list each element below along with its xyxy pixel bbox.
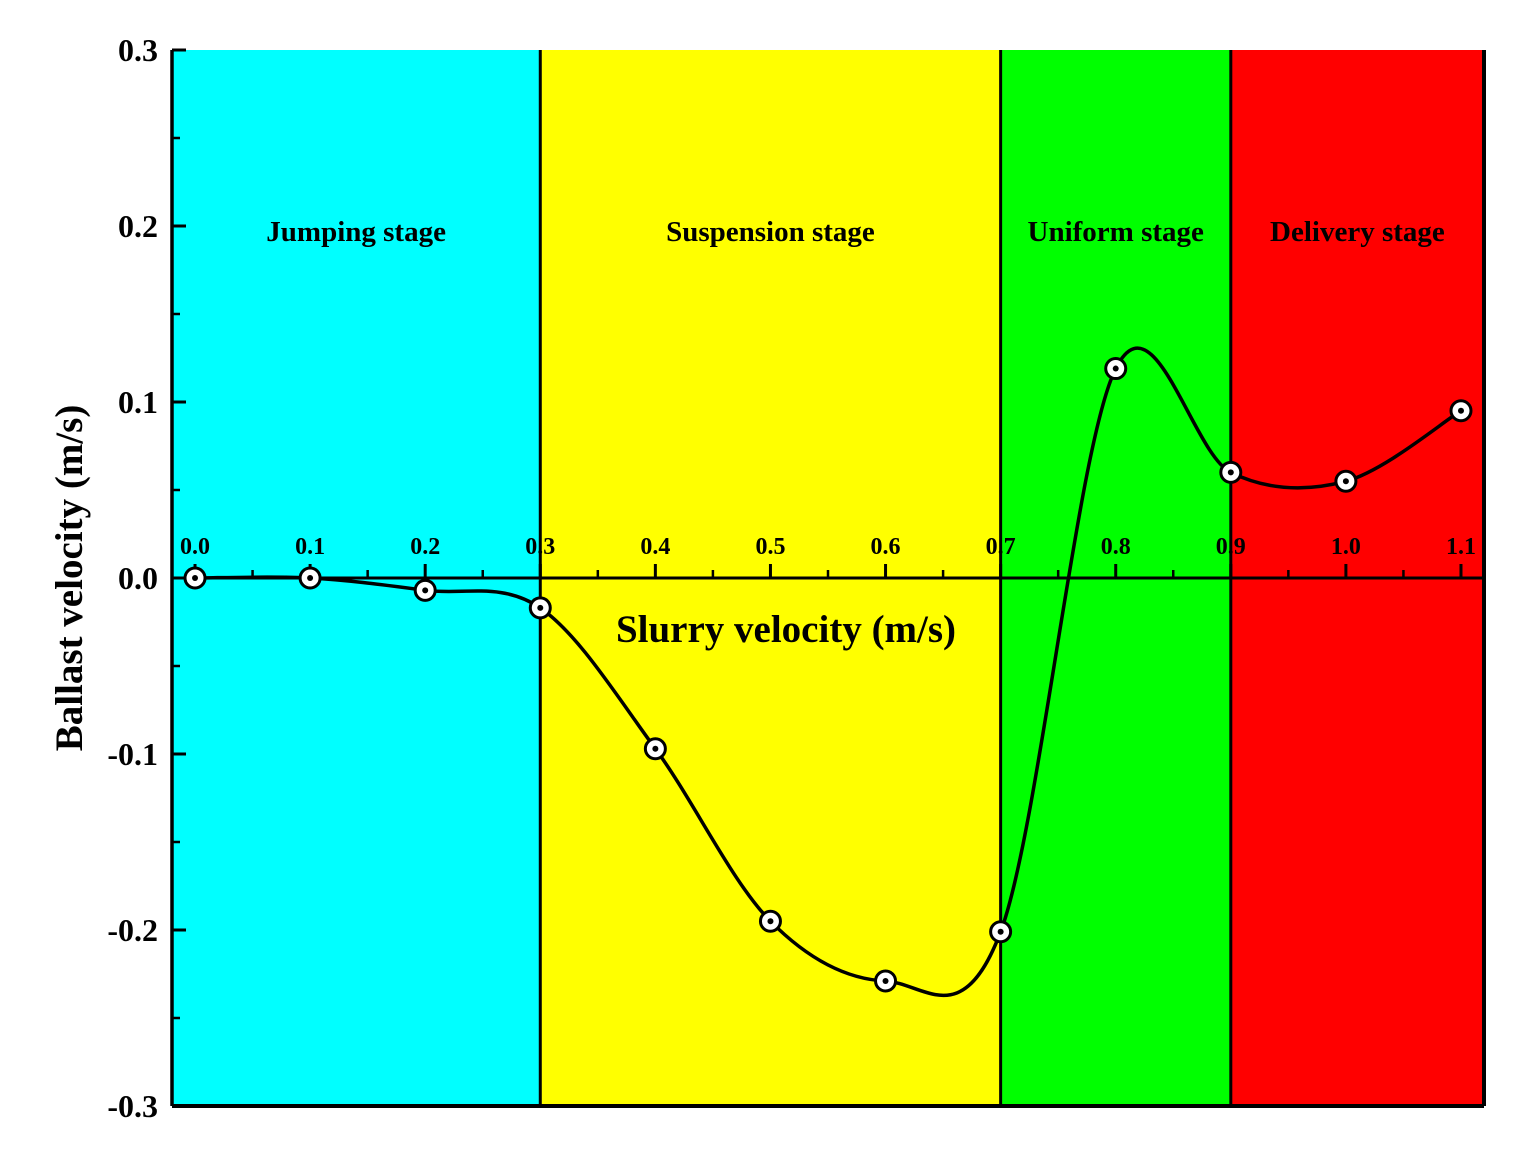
y-tick-label-1: -0.2 <box>107 912 158 948</box>
y-axis-title: Ballast velocity (m/s) <box>48 405 91 752</box>
x-tick-label-0: 0.0 <box>180 534 210 560</box>
data-point-dot-0 <box>192 575 199 581</box>
data-point-dot-2 <box>422 587 429 594</box>
data-point-dot-11 <box>1457 407 1464 414</box>
y-tick-label-6: 0.3 <box>118 32 158 68</box>
y-tick-label-5: 0.2 <box>118 208 158 244</box>
stage-label-1: Suspension stage <box>666 216 875 248</box>
data-point-dot-10 <box>1342 478 1349 485</box>
data-point-dot-5 <box>767 918 774 925</box>
x-tick-label-10: 1.0 <box>1331 534 1361 560</box>
x-axis-title: Slurry velocity (m/s) <box>616 608 956 651</box>
tick-labels: 0.0 0.1 0.2 0.3 0.4 0.5 0.6 0.7 0.8 0.9 1.0 1.1 -0.3… <box>107 32 1476 1124</box>
stage-label-0: Jumping stage <box>266 216 446 248</box>
x-tick-label-5: 0.5 <box>755 534 785 560</box>
data-point-dot-9 <box>1227 469 1234 476</box>
data-point-dot-8 <box>1112 365 1119 372</box>
stage-label-2: Uniform stage <box>1028 216 1205 248</box>
x-tick-label-2: 0.2 <box>410 534 440 560</box>
x-tick-label-11: 1.1 <box>1446 534 1476 560</box>
x-tick-label-1: 0.1 <box>295 534 325 560</box>
stage-labels: Jumping stage Suspension stage Uniform sta… <box>266 216 1445 248</box>
x-tick-label-4: 0.4 <box>640 534 670 560</box>
data-point-dot-1 <box>307 575 314 581</box>
x-tick-label-6: 0.6 <box>871 534 901 560</box>
series-points <box>183 357 1473 993</box>
y-tick-label-3: 0.0 <box>118 560 158 596</box>
data-point-dot-3 <box>537 604 544 611</box>
data-point-dot-7 <box>997 928 1004 935</box>
plot-frame <box>170 50 1486 1108</box>
y-tick-label-4: 0.1 <box>118 384 158 420</box>
x-tick-label-3: 0.3 <box>525 534 555 560</box>
y-tick-label-2: -0.1 <box>107 736 158 772</box>
data-point-dot-6 <box>882 978 889 985</box>
x-tick-label-7: 0.7 <box>986 534 1016 560</box>
stage-label-3: Delivery stage <box>1270 216 1445 248</box>
x-tick-label-8: 0.8 <box>1101 534 1131 560</box>
x-tick-label-9: 0.9 <box>1216 534 1246 560</box>
data-point-dot-4 <box>652 745 659 752</box>
y-tick-label-0: -0.3 <box>107 1088 158 1124</box>
